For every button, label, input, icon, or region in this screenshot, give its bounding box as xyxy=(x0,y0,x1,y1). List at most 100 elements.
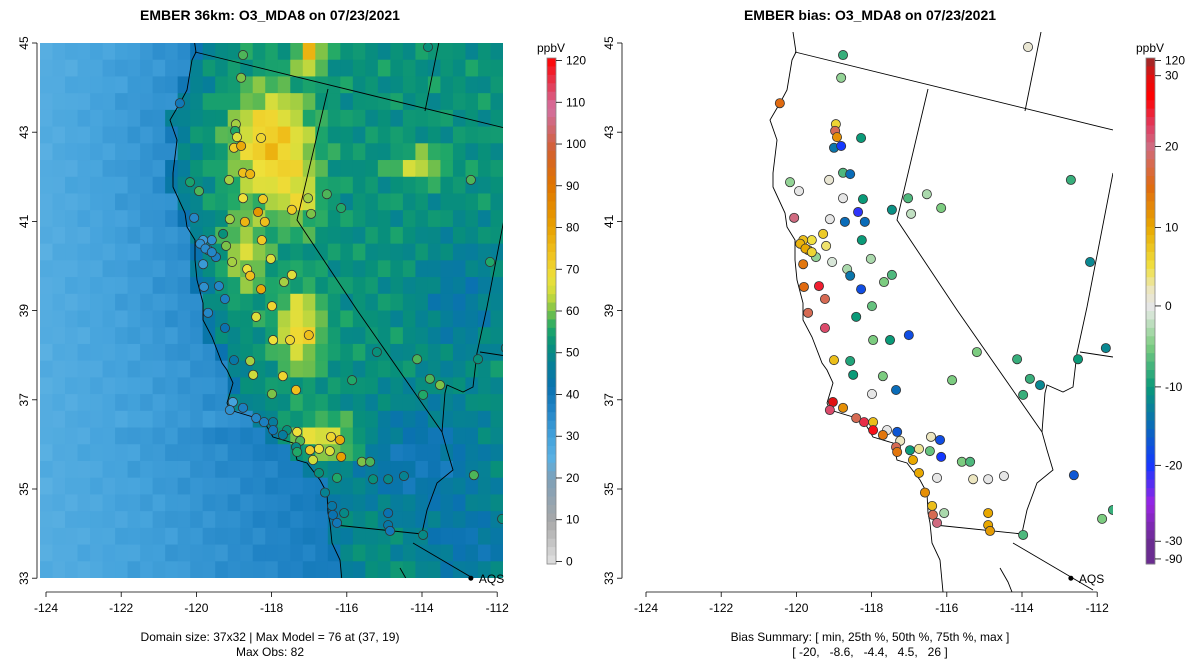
grid-cell xyxy=(65,277,79,295)
grid-cell xyxy=(227,59,241,78)
grid-cell xyxy=(40,477,54,496)
obs-stations xyxy=(174,43,503,540)
colorbar-segment xyxy=(547,412,556,422)
grid-cell xyxy=(52,293,66,312)
obs-station-marker xyxy=(412,354,423,365)
grid-cell xyxy=(227,544,241,562)
grid-cell xyxy=(265,76,279,94)
grid-cell xyxy=(52,460,66,479)
grid-cell xyxy=(490,561,503,578)
grid-cell xyxy=(152,527,166,546)
bias-station-marker xyxy=(845,355,856,366)
colorbar-tick-label: 40 xyxy=(566,387,580,401)
model-grid xyxy=(40,43,503,578)
grid-cell xyxy=(377,109,391,128)
grid-cell xyxy=(40,226,54,245)
grid-cell xyxy=(202,360,216,378)
bias-station-marker xyxy=(832,132,843,143)
grid-cell xyxy=(227,277,241,295)
grid-cell xyxy=(40,210,54,228)
colorbar-tick-label: -20 xyxy=(1165,458,1183,472)
grid-cell xyxy=(440,327,454,345)
grid-cell xyxy=(427,210,442,228)
grid-cell xyxy=(252,160,266,178)
grid-cell xyxy=(365,76,379,94)
grid-cell xyxy=(277,59,291,78)
grid-cell xyxy=(40,76,54,94)
axes: -124 -122 -120 -118 -116 -114 -112 45 43 41 39 37 35… xyxy=(17,36,1109,615)
grid-cell xyxy=(415,477,429,496)
grid-cell xyxy=(90,544,104,562)
grid-cell xyxy=(402,527,416,546)
bias-station-marker xyxy=(968,474,979,485)
grid-cell xyxy=(40,109,54,128)
grid-cell xyxy=(277,561,291,578)
bias-station-marker xyxy=(885,335,896,346)
colorbar-segment xyxy=(1146,462,1155,472)
colorbar-segment xyxy=(547,327,556,337)
grid-cell xyxy=(177,427,191,445)
grid-cell xyxy=(452,43,467,61)
obs-station-marker xyxy=(347,375,358,386)
grid-cell xyxy=(277,93,291,111)
grid-cell xyxy=(52,93,66,111)
grid-cell xyxy=(190,327,204,345)
grid-cell xyxy=(227,310,241,328)
grid-cell xyxy=(165,243,179,261)
grid-cell xyxy=(377,561,391,578)
grid-cell xyxy=(365,126,379,144)
colorbar-segment xyxy=(1146,521,1155,531)
grid-cell xyxy=(90,427,104,445)
grid-cell xyxy=(115,444,129,462)
colorbar-tick-label: 120 xyxy=(1165,54,1185,68)
grid-cell xyxy=(277,343,291,362)
network-label: AQS xyxy=(1079,572,1104,586)
grid-cell xyxy=(427,176,442,195)
grid-cell xyxy=(340,527,354,546)
colorbar-segment xyxy=(1146,108,1155,118)
colorbar-segment xyxy=(1146,386,1155,396)
grid-cell xyxy=(265,260,279,278)
grid-cell xyxy=(452,394,467,412)
grid-cell xyxy=(290,143,304,161)
grid-cell xyxy=(352,277,366,295)
grid-cell xyxy=(165,511,179,529)
grid-cell xyxy=(52,143,66,161)
grid-cell xyxy=(240,494,254,512)
grid-cell xyxy=(102,277,116,295)
grid-cell xyxy=(440,460,454,479)
grid-cell xyxy=(140,226,154,245)
colorbar-segment xyxy=(1146,302,1155,312)
grid-cell xyxy=(277,243,291,261)
grid-cell xyxy=(190,544,204,562)
obs-station-marker xyxy=(213,281,224,292)
grid-cell xyxy=(277,143,291,161)
colorbar-segment xyxy=(547,344,556,354)
grid-cell xyxy=(402,260,416,278)
grid-cell xyxy=(277,527,291,546)
grid-cell xyxy=(165,226,179,245)
right-map-title: EMBER bias: O3_MDA8 on 07/23/2021 xyxy=(744,7,996,23)
grid-cell xyxy=(102,460,116,479)
grid-cell xyxy=(440,343,454,362)
grid-cell xyxy=(115,460,129,479)
grid-cell xyxy=(265,277,279,295)
x-tick-label: -116 xyxy=(935,601,958,615)
grid-cell xyxy=(65,427,79,445)
grid-cell xyxy=(77,76,91,94)
colorbar-segment xyxy=(547,403,556,413)
grid-cell xyxy=(190,410,204,429)
grid-cell xyxy=(290,277,304,295)
bias-station-marker xyxy=(1107,504,1113,515)
grid-cell xyxy=(240,377,254,395)
grid-cell xyxy=(190,460,204,479)
bias-station-marker xyxy=(936,203,947,214)
grid-cell xyxy=(477,327,492,345)
grid-cell xyxy=(77,243,91,261)
grid-cell xyxy=(77,360,91,378)
grid-cell xyxy=(490,109,503,128)
grid-cell xyxy=(452,109,467,128)
grid-cell xyxy=(452,226,467,245)
grid-cell xyxy=(65,527,79,546)
bias-station-marker xyxy=(818,228,829,239)
